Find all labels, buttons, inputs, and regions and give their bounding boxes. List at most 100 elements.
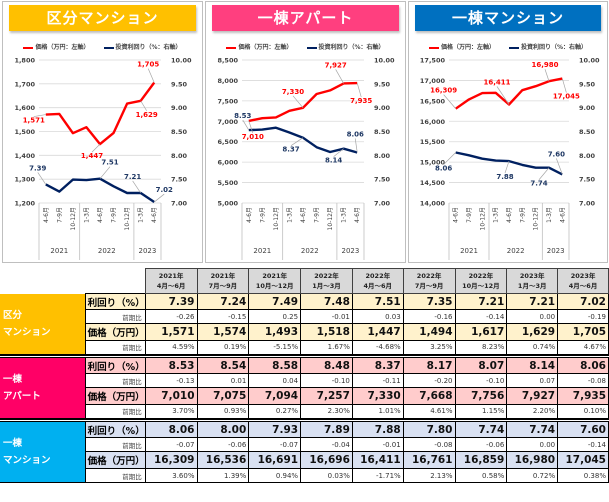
leader-line (443, 94, 456, 109)
price-data-label: 17,045 (553, 93, 580, 101)
price-data-label: 1,571 (23, 117, 45, 125)
period-year: 2022年 (468, 272, 494, 280)
table-cell: 0.03% (300, 468, 353, 483)
right-tick-label: 8.50 (374, 128, 391, 136)
left-tick-label: 1,600 (14, 104, 35, 112)
right-tick-label: 7.00 (579, 200, 596, 208)
table-cell: 7.24 (196, 293, 250, 310)
section-label-line2: マンション (3, 455, 51, 466)
chart-title: 一棟マンション (415, 5, 601, 31)
category-label: 1-3月 (546, 207, 553, 223)
row-label: 前期比 (84, 437, 146, 452)
table-cell: 7.80 (402, 421, 456, 438)
right-tick-label: 7.50 (171, 176, 188, 184)
category-label: 7-9月 (314, 207, 321, 223)
table-corner (0, 269, 145, 294)
table-cell: 1,447 (351, 323, 404, 341)
table-cell: 7.35 (402, 293, 456, 310)
legend-yield: 投資利回り（%：右軸） (509, 44, 587, 51)
period-months: 7月～9月 (414, 282, 444, 290)
period-months: 1月～3月 (312, 282, 341, 290)
row-label: 利回り（%） (84, 293, 146, 310)
row-label: 価格（万円） (84, 323, 146, 341)
left-tick-label: 1,400 (14, 152, 35, 160)
table-row-mansion-yield: 一棟 マンション 利回り（%） 8.06 8.00 7.93 7.89 7.88 7.80 7.7… (0, 421, 609, 483)
table-cell: 7.93 (248, 421, 302, 438)
table-cell: 1,518 (300, 323, 353, 341)
chart-title: 一棟アパート (212, 5, 399, 31)
table-cell: 8.14 (506, 357, 559, 374)
data-table: 2021年 4月～6月 2021年 7月～9月 2021年 10月～12月 2022年 1月～… (0, 268, 609, 483)
legend-price-swatch (428, 46, 439, 49)
category-label: 4-6月 (151, 207, 158, 223)
year-label: 2021 (460, 247, 478, 255)
yield-data-label: 7.21 (124, 173, 141, 181)
table-cell: 16,536 (196, 451, 250, 469)
period-months: 4月～6月 (156, 282, 186, 290)
table-cell: 7.89 (300, 421, 353, 438)
period-year: 2023年 (519, 272, 545, 280)
left-tick-label: 1,300 (14, 176, 35, 184)
left-tick-label: 8,500 (217, 57, 238, 65)
right-tick-label: 9.50 (579, 80, 596, 88)
table-cell: -0.07 (248, 437, 302, 452)
legend-yield-label: 投資利回り（%：右軸） (318, 44, 385, 51)
table-cell: -0.07 (144, 437, 198, 452)
year-label: 2023 (342, 247, 360, 255)
yield-data-label: 8.14 (325, 157, 342, 165)
section-label-apart: 一棟 アパート (0, 357, 86, 419)
category-label: 4-6月 (43, 207, 50, 223)
table-cell: 0.94% (248, 468, 302, 483)
table-row-apart-yield: 一棟 アパート 利回り（%） 8.53 8.54 8.58 8.48 8.37 8.17 8.07… (0, 357, 609, 419)
table-row-mansion-price-change: 前期比 3.60% 1.39% 0.94% 0.03% -1.71% 2.13% 0.58% 0… (0, 468, 609, 483)
table-cell: 1.67% (300, 340, 353, 355)
table-cell: 2.30% (300, 404, 353, 419)
yield-data-label: 8.06 (435, 164, 452, 172)
category-label: 1-3月 (286, 207, 293, 223)
leader-line (443, 152, 456, 165)
yield-line (45, 177, 155, 203)
left-tick-label: 1,800 (14, 57, 35, 65)
table-row-kubun-price: 価格（万円） 1,571 1,574 1,493 1,518 1,447 1,494 1,61… (0, 323, 609, 341)
table-cell: 0.25 (248, 309, 302, 324)
row-label: 利回り（%） (84, 421, 146, 438)
table-cell: -0.14 (454, 309, 508, 324)
price-line (455, 77, 563, 110)
table-cell: 7,075 (196, 387, 250, 405)
leader-line (333, 148, 344, 157)
table-cell: -0.01 (351, 437, 404, 452)
table-cell: -0.13 (144, 373, 198, 388)
table-cell: 7.39 (144, 293, 198, 310)
category-label: 7-9月 (111, 207, 118, 223)
category-label: 7-9月 (56, 207, 63, 223)
table-cell: -0.20 (402, 373, 456, 388)
price-line (45, 81, 156, 146)
right-tick-label: 9.50 (171, 80, 188, 88)
right-tick-label: 9.50 (374, 80, 391, 88)
left-tick-label: 8,000 (217, 77, 238, 85)
table-cell: 0.10% (557, 404, 609, 419)
table-cell: 7,257 (300, 387, 353, 405)
table-cell: 16,696 (300, 451, 353, 469)
table-cell: 8.06 (557, 357, 609, 374)
left-tick-label: 1,500 (14, 128, 35, 136)
table-cell: 8.37 (351, 357, 404, 374)
leader-line (354, 138, 358, 153)
chart-legend: 価格（万円：左軸） 投資利回り（%：右軸） (206, 42, 405, 52)
table-cell: 0.38% (557, 468, 609, 483)
year-label: 2023 (547, 247, 565, 255)
table-cell: 7.74 (506, 421, 559, 438)
period-year: 2022年 (314, 272, 339, 280)
table-cell: -0.14 (557, 437, 609, 452)
table-cell: 1,494 (402, 323, 456, 341)
table-cell: 3.70% (144, 404, 198, 419)
category-label: 7-9月 (519, 207, 526, 223)
table-cell: -0.10 (300, 373, 353, 388)
table-cell: 7.60 (557, 421, 609, 438)
chart-panel-mansion: 一棟マンション 価格（万円：左軸） 投資利回り（%：右軸） 14,000 14,5… (408, 1, 608, 263)
left-tick-label: 1,700 (14, 80, 35, 88)
table-cell: 0.03 (351, 309, 404, 324)
table-cell: 8.54 (196, 357, 250, 374)
chart-panel-kubun: 区分マンション 価格（万円：左軸） 投資利回り（%：右軸） 1,200 1,300… (2, 1, 203, 263)
period-header: 2023年 1月～3月 (506, 268, 559, 294)
